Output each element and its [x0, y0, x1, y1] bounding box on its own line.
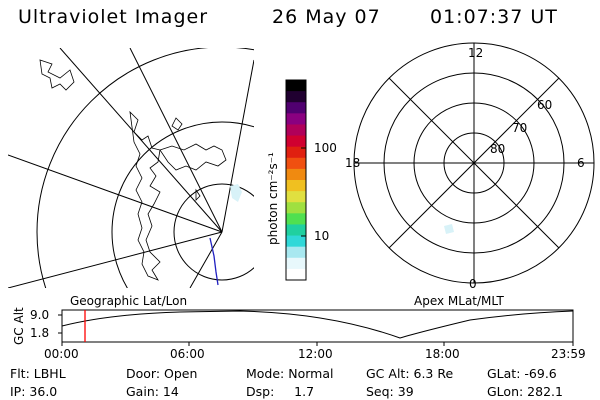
colorbar-swatch: [286, 146, 306, 159]
colorbar-tick-10: 10: [314, 229, 330, 243]
instrument-title: Ultraviolet Imager: [18, 6, 209, 28]
date-label: 26 May 07: [272, 6, 381, 28]
altitude-plot: [58, 309, 574, 346]
time-tick-1: 06:00: [170, 347, 205, 361]
colorbar-swatch: [286, 213, 306, 225]
info-glat: GLat: -69.6: [487, 366, 557, 381]
colorbar-swatch: [286, 91, 306, 103]
mlt-label-left: 18: [345, 156, 361, 170]
left-panel-caption: Geographic Lat/Lon: [70, 294, 188, 308]
colorbar-unit-label: photon cm⁻²s⁻¹: [266, 152, 280, 245]
altitude-ylabel: GC Alt: [12, 307, 26, 345]
altitude-curve: [61, 310, 574, 339]
mlat-label-80: 80: [490, 142, 506, 156]
colorbar-swatch: [286, 180, 306, 192]
info-gc-alt: GC Alt: 6.3 Re: [366, 366, 454, 381]
info-seq: Seq: 39: [366, 384, 414, 399]
colorbar-swatch: [286, 168, 306, 181]
mlt-label-top: 12: [468, 46, 484, 60]
colorbar-swatch: [286, 268, 306, 281]
altitude-ymin: 1.8: [30, 326, 50, 340]
info-dsp: Dsp: 1.7: [246, 384, 315, 399]
info-door: Door: Open: [126, 366, 198, 381]
colorbar-swatch: [286, 224, 306, 237]
right-panel-caption: Apex MLat/MLT: [414, 294, 504, 308]
colorbar-swatch: [286, 135, 306, 148]
time-tick-3: 18:00: [425, 347, 460, 361]
colorbar-swatch: [286, 235, 306, 248]
colorbar-swatch: [286, 257, 306, 270]
colorbar-swatch: [286, 191, 306, 203]
mlat-label-60: 60: [537, 98, 553, 112]
info-gain: Gain: 14: [126, 384, 179, 399]
info-mode: Mode: Normal: [246, 366, 334, 381]
colorbar-swatch: [286, 202, 306, 214]
polar-plot: [353, 42, 595, 284]
colorbar-outline: [285, 79, 307, 281]
mlt-label-right: 6: [577, 156, 585, 170]
time-tick-4: 23:59: [551, 347, 586, 361]
colorbar-swatch: [286, 157, 306, 170]
colorbar-swatch: [286, 80, 306, 92]
info-filter: Flt: LBHL: [10, 366, 66, 381]
time-label: 01:07:37 UT: [430, 6, 558, 28]
time-tick-0: 00:00: [44, 347, 79, 361]
colorbar-swatch: [286, 113, 306, 125]
mlt-label-bottom: 0: [469, 277, 477, 291]
geographic-map: [8, 48, 254, 288]
time-tick-2: 12:00: [298, 347, 333, 361]
info-glon: GLon: 282.1: [487, 384, 563, 399]
info-ip: IP: 36.0: [10, 384, 58, 399]
colorbar-swatch: [286, 102, 306, 114]
colorbar: [285, 79, 307, 281]
altitude-ymax: 9.0: [30, 308, 50, 322]
colorbar-swatch: [286, 124, 306, 137]
colorbar-tick-100: 100: [314, 141, 337, 155]
colorbar-swatch: [286, 246, 306, 259]
mlat-label-70: 70: [512, 121, 528, 135]
